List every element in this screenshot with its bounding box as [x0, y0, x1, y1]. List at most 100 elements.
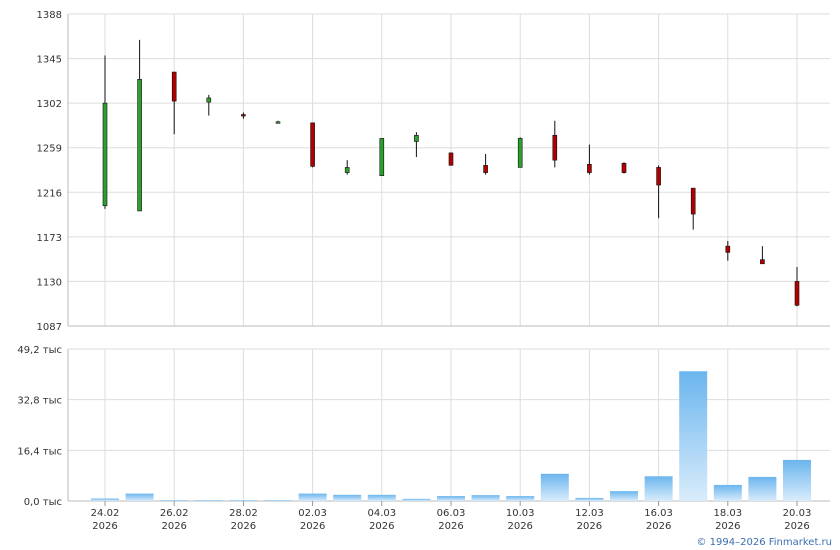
x-tick-date: 10.03 [506, 508, 535, 519]
volume-bar [125, 493, 154, 501]
volume-bar [160, 500, 189, 501]
candle-body [275, 121, 281, 124]
volume-bar [679, 371, 708, 501]
candle-body [621, 162, 627, 173]
x-tick-date: 16.03 [644, 508, 673, 519]
x-tick-year: 2026 [646, 521, 671, 532]
candle-down [690, 187, 696, 230]
volume-bar [367, 494, 396, 501]
candle-down [310, 122, 315, 168]
x-tick-year: 2026 [300, 521, 325, 532]
x-tick-date: 28.02 [229, 508, 258, 519]
candle-down [448, 152, 454, 166]
x-tick-date: 18.03 [713, 508, 742, 519]
volume-bar [748, 476, 777, 501]
x-tick-year: 2026 [161, 521, 186, 532]
candle-down [552, 120, 558, 168]
volume-bar [298, 493, 327, 501]
volume-bar [783, 459, 811, 501]
candle-body [379, 138, 385, 177]
price-tick-label: 1130 [37, 277, 62, 288]
candle-body [206, 97, 212, 103]
volume-bar [575, 497, 604, 501]
volume-bar [540, 473, 569, 501]
volume-bar [91, 498, 119, 501]
candle-up [137, 39, 142, 212]
price-tick-label: 1259 [37, 144, 62, 155]
x-tick-date: 20.03 [783, 508, 812, 519]
candle-up [275, 120, 281, 124]
x-tick-date: 26.02 [160, 508, 189, 519]
volume-bar [506, 496, 535, 501]
candle-body [448, 152, 454, 166]
candle-body [310, 122, 315, 167]
candle-up [102, 55, 108, 209]
x-tick-year: 2026 [369, 521, 394, 532]
volume-bar [264, 500, 292, 501]
candle-down [241, 112, 246, 119]
candle-down [621, 162, 627, 174]
volume-tick-label: 0,0 тыс [24, 497, 62, 508]
candle-body [137, 79, 142, 212]
candle-up [206, 94, 212, 116]
x-tick-year: 2026 [438, 521, 463, 532]
candle-body [483, 165, 488, 173]
candle-body [725, 245, 731, 253]
candle-body [690, 187, 696, 215]
candle-body [517, 138, 523, 168]
volume-bar [713, 484, 742, 501]
x-tick-date: 12.03 [575, 508, 604, 519]
candle-up [414, 132, 419, 158]
x-tick-year: 2026 [577, 521, 602, 532]
x-tick-year: 2026 [507, 521, 532, 532]
price-tick-label: 1345 [37, 55, 62, 66]
x-tick-year: 2026 [784, 521, 809, 532]
x-tick-year: 2026 [92, 521, 117, 532]
candle-up [517, 137, 523, 168]
candle-down [483, 153, 488, 175]
copyright-text: © 1994–2026 Finmarket.ru [696, 537, 832, 548]
volume-tick-label: 32,8 тыс [17, 396, 62, 407]
candle-up [379, 138, 385, 177]
volume-bar [610, 491, 638, 501]
candle-body [171, 71, 177, 102]
price-tick-label: 1173 [37, 233, 62, 244]
price-tick-label: 1216 [37, 188, 62, 199]
x-tick-year: 2026 [231, 521, 256, 532]
candle-body [552, 134, 558, 161]
candle-body [102, 102, 108, 207]
candle-body [344, 167, 350, 173]
x-tick-year: 2026 [715, 521, 740, 532]
volume-tick-label: 16,4 тыс [17, 446, 62, 457]
x-tick-date: 04.03 [367, 508, 396, 519]
candle-down [725, 241, 731, 261]
candle-up [344, 160, 350, 175]
price-tick-label: 1087 [37, 322, 62, 333]
volume-panel: 0,0 тыс 16,4 тыс 32,8 тыс 49,2 тыс [17, 345, 830, 508]
price-panel: 1087 1130 1173 1216 1259 1302 1345 1388 [37, 10, 830, 333]
volume-bar [471, 495, 500, 501]
candle-down [794, 266, 800, 307]
x-tick-date: 02.03 [298, 508, 327, 519]
x-axis: 24.02 2026 26.02 2026 28.02 2026 02.03 2026 04.0… [91, 501, 812, 532]
candle-body [760, 259, 765, 265]
volume-bar [194, 500, 223, 501]
volume-bar [437, 496, 465, 501]
candle-down [587, 144, 592, 175]
volume-tick-label: 49,2 тыс [17, 345, 62, 356]
candle-body [794, 281, 800, 306]
volume-bar [402, 498, 431, 501]
volume-bar [229, 500, 258, 501]
price-tick-label: 1302 [37, 99, 62, 110]
price-tick-label: 1388 [37, 10, 62, 21]
candle-down [760, 246, 765, 265]
x-tick-date: 06.03 [437, 508, 466, 519]
volume-bar [333, 494, 362, 501]
volume-bar [644, 476, 673, 501]
x-tick-date: 24.02 [91, 508, 120, 519]
candle-body [587, 163, 592, 173]
candle-body [656, 167, 661, 186]
candle-body [414, 134, 419, 142]
candle-down [656, 165, 661, 219]
